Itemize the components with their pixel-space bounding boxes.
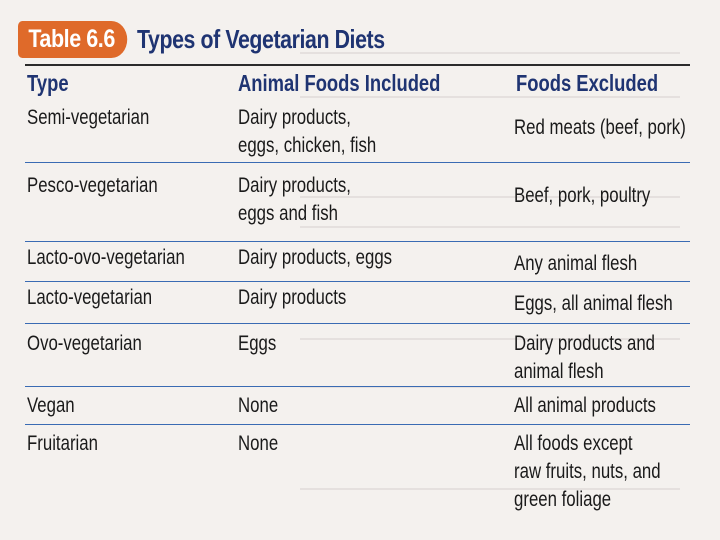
cell-included: None <box>238 394 279 417</box>
cell-excluded: animal flesh <box>514 360 604 383</box>
cell-excluded: Any animal flesh <box>514 252 638 275</box>
cell-excluded: Beef, pork, poultry <box>514 184 651 207</box>
cell-type: Pesco-vegetarian <box>27 174 158 197</box>
cell-excluded: Red meats (beef, pork) <box>514 116 686 139</box>
cell-included: Dairy products, eggs <box>238 246 393 269</box>
bleed-through-line <box>300 52 680 54</box>
cell-excluded: Dairy products and <box>514 332 656 355</box>
cell-included: eggs, chicken, fish <box>238 134 377 157</box>
cell-excluded: green foliage <box>514 488 612 511</box>
table-header: Table 6.6 Types of Vegetarian Diets <box>18 18 439 60</box>
header-rule <box>25 64 690 66</box>
row-divider <box>25 424 690 425</box>
cell-included: Dairy products, <box>238 174 351 197</box>
cell-included: eggs and fish <box>238 202 338 225</box>
column-header-type: Type <box>27 70 69 96</box>
cell-included: Dairy products, <box>238 106 351 129</box>
table-label: Table 6.6 <box>18 20 127 58</box>
cell-excluded: All foods except <box>514 432 633 455</box>
cell-included: Dairy products <box>238 286 347 309</box>
row-divider <box>25 241 690 242</box>
bleed-through-line <box>300 386 680 388</box>
cell-type: Semi-vegetarian <box>27 106 150 129</box>
cell-included: None <box>238 432 279 455</box>
bleed-through-line <box>300 338 680 340</box>
cell-type: Vegan <box>27 394 75 417</box>
row-divider <box>25 162 690 163</box>
column-header-excluded: Foods Excluded <box>516 70 659 96</box>
cell-included: Eggs <box>238 332 277 355</box>
cell-excluded: raw fruits, nuts, and <box>514 460 661 483</box>
row-divider <box>25 281 690 282</box>
bleed-through-line <box>300 96 680 98</box>
cell-type: Lacto-vegetarian <box>27 286 153 309</box>
cell-type: Lacto-ovo-vegetarian <box>27 246 185 269</box>
bleed-through-line <box>300 226 680 228</box>
bleed-through-line <box>300 488 680 490</box>
cell-type: Fruitarian <box>27 432 98 455</box>
cell-excluded: All animal products <box>514 394 656 417</box>
row-divider <box>25 386 690 387</box>
row-divider <box>25 323 690 324</box>
table-title: Types of Vegetarian Diets <box>136 23 385 54</box>
cell-type: Ovo-vegetarian <box>27 332 142 355</box>
bleed-through-line <box>300 196 680 198</box>
column-header-included: Animal Foods Included <box>238 70 441 96</box>
cell-excluded: Eggs, all animal flesh <box>514 292 673 315</box>
